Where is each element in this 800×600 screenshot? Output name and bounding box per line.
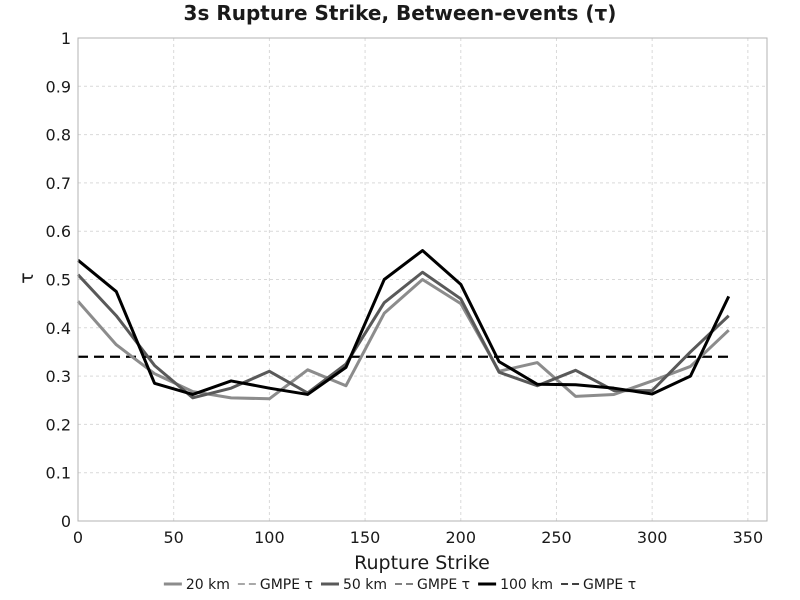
legend-label: 100 km (500, 577, 553, 593)
y-axis-label: τ (16, 272, 38, 283)
legend-label: GMPE τ (260, 577, 313, 593)
plot-frame (77, 37, 768, 522)
grid (78, 38, 767, 521)
y-tick-label: 0.2 (46, 415, 71, 434)
x-tick-label: 200 (446, 528, 477, 547)
series-layer (76, 249, 731, 401)
legend-label: GMPE τ (417, 577, 470, 593)
series-line-50-km (76, 270, 730, 400)
legend-item: 20 km (163, 577, 230, 593)
tick-labels: 0 0.1 0.2 0.3 0.4 0.5 0.6 0.7 0.8 0.9 1 0 50 100 150 20… (46, 29, 764, 547)
y-tick-label: 0.5 (46, 271, 71, 290)
legend-label: 50 km (343, 577, 387, 593)
y-tick-label: 0.4 (46, 319, 71, 338)
legend-item: GMPE τ (561, 577, 636, 593)
legend-item: 50 km (320, 577, 387, 593)
x-tick-label: 50 (164, 528, 184, 547)
series-line-20-km (76, 278, 730, 401)
x-tick-label: 350 (733, 528, 764, 547)
x-axis-label: Rupture Strike (354, 552, 490, 574)
y-tick-label: 0.8 (46, 126, 71, 145)
series-line-100-km (77, 249, 731, 396)
x-tick-label: 300 (637, 528, 668, 547)
legend-item: 100 km (478, 577, 553, 593)
x-tick-label: 0 (73, 528, 83, 547)
legend: 20 km GMPE τ 50 km GMPE τ 100 km GMPE τ (163, 577, 636, 593)
legend-item: GMPE τ (395, 577, 470, 593)
y-tick-label: 0.6 (46, 222, 71, 241)
x-tick-label: 250 (541, 528, 572, 547)
y-tick-label: 0.7 (46, 174, 71, 193)
y-tick-label: 0.9 (46, 77, 71, 96)
legend-label: GMPE τ (583, 577, 636, 593)
y-tick-label: 1 (61, 29, 71, 48)
chart-title: 3s Rupture Strike, Between-events (τ) (184, 1, 617, 25)
y-tick-label: 0.3 (46, 367, 71, 386)
legend-label: 20 km (186, 577, 230, 593)
x-tick-label: 150 (350, 528, 381, 547)
legend-item: GMPE τ (237, 577, 313, 593)
y-tick-label: 0.1 (46, 464, 71, 483)
y-tick-label: 0 (61, 512, 71, 531)
x-tick-label: 100 (254, 528, 285, 547)
